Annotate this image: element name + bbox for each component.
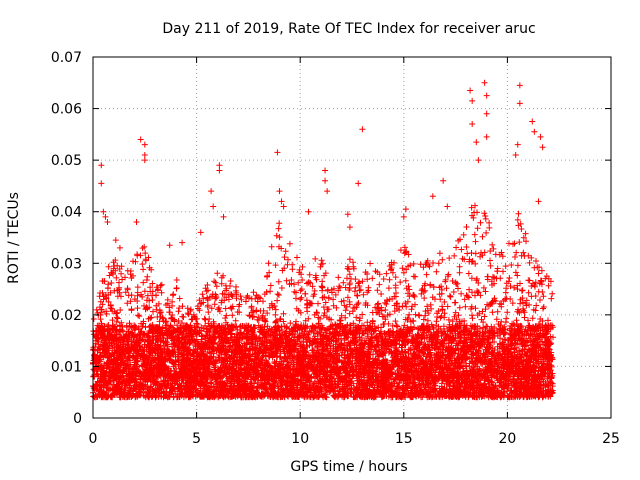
data-point bbox=[216, 167, 223, 174]
data-point bbox=[141, 141, 148, 148]
y-tick-label: 0 bbox=[73, 411, 82, 427]
data-point bbox=[197, 229, 204, 236]
x-axis-label: GPS time / hours bbox=[290, 459, 407, 475]
data-point bbox=[220, 213, 227, 220]
y-tick-label: 0.07 bbox=[51, 50, 82, 66]
data-point bbox=[400, 213, 407, 220]
data-point bbox=[483, 133, 490, 140]
data-point bbox=[444, 203, 451, 210]
data-point bbox=[276, 188, 283, 195]
data-point bbox=[483, 110, 490, 117]
data-point bbox=[440, 177, 447, 184]
data-point bbox=[531, 128, 538, 135]
data-point bbox=[274, 149, 281, 156]
x-tick-label: 25 bbox=[602, 431, 620, 447]
data-point bbox=[469, 97, 476, 104]
data-point bbox=[141, 157, 148, 164]
x-tick-label: 15 bbox=[395, 431, 413, 447]
data-point bbox=[483, 92, 490, 99]
y-axis-ticks: 0 0.01 0.02 0.03 0.04 0.05 0.06 0.07 bbox=[51, 50, 611, 427]
data-point bbox=[529, 118, 536, 125]
data-points bbox=[90, 79, 556, 401]
y-tick-label: 0.06 bbox=[51, 102, 82, 118]
x-tick-label: 0 bbox=[89, 431, 98, 447]
data-point bbox=[344, 211, 351, 218]
chart-title: Day 211 of 2019, Rate Of TEC Index for r… bbox=[162, 21, 535, 37]
y-tick-label: 0.02 bbox=[51, 308, 82, 324]
data-point bbox=[100, 208, 107, 215]
data-point bbox=[104, 219, 111, 226]
data-point bbox=[429, 193, 436, 200]
data-point bbox=[402, 206, 409, 213]
data-point bbox=[278, 198, 285, 205]
data-point bbox=[179, 239, 186, 246]
x-axis-ticks: 0 5 10 15 20 25 bbox=[89, 57, 620, 447]
y-tick-label: 0.05 bbox=[51, 153, 82, 169]
data-point bbox=[512, 151, 519, 158]
data-point bbox=[116, 244, 123, 251]
y-axis-label: ROTI / TECUs bbox=[6, 192, 22, 284]
data-point bbox=[547, 278, 554, 285]
y-tick-label: 0.03 bbox=[51, 256, 82, 272]
data-point-cloud bbox=[90, 202, 556, 401]
data-point bbox=[133, 219, 140, 226]
data-point bbox=[102, 213, 109, 220]
data-point bbox=[324, 188, 331, 195]
data-point bbox=[141, 151, 148, 158]
x-tick-label: 5 bbox=[192, 431, 201, 447]
data-point bbox=[539, 144, 546, 151]
data-point bbox=[535, 198, 542, 205]
data-point bbox=[475, 157, 482, 164]
y-tick-label: 0.01 bbox=[51, 359, 82, 375]
data-point bbox=[537, 133, 544, 140]
data-point bbox=[322, 177, 329, 184]
y-tick-label: 0.04 bbox=[51, 205, 82, 221]
data-point bbox=[516, 82, 523, 89]
data-point bbox=[355, 180, 362, 187]
data-point bbox=[98, 162, 105, 169]
data-point bbox=[112, 237, 119, 244]
data-point bbox=[280, 203, 287, 210]
data-point bbox=[322, 167, 329, 174]
data-point bbox=[208, 188, 215, 195]
data-point bbox=[210, 203, 217, 210]
data-point bbox=[469, 121, 476, 128]
data-point bbox=[516, 100, 523, 107]
data-point bbox=[216, 162, 223, 169]
data-point bbox=[473, 139, 480, 146]
data-point bbox=[359, 126, 366, 133]
data-point bbox=[305, 208, 312, 215]
data-point bbox=[98, 180, 105, 187]
x-tick-label: 20 bbox=[498, 431, 516, 447]
plot-area-frame bbox=[92, 56, 612, 419]
data-point bbox=[137, 136, 144, 143]
data-point bbox=[346, 224, 353, 231]
x-tick-label: 10 bbox=[291, 431, 309, 447]
data-point bbox=[467, 87, 474, 94]
data-point bbox=[481, 79, 488, 86]
data-point bbox=[166, 242, 173, 249]
data-point bbox=[514, 141, 521, 148]
